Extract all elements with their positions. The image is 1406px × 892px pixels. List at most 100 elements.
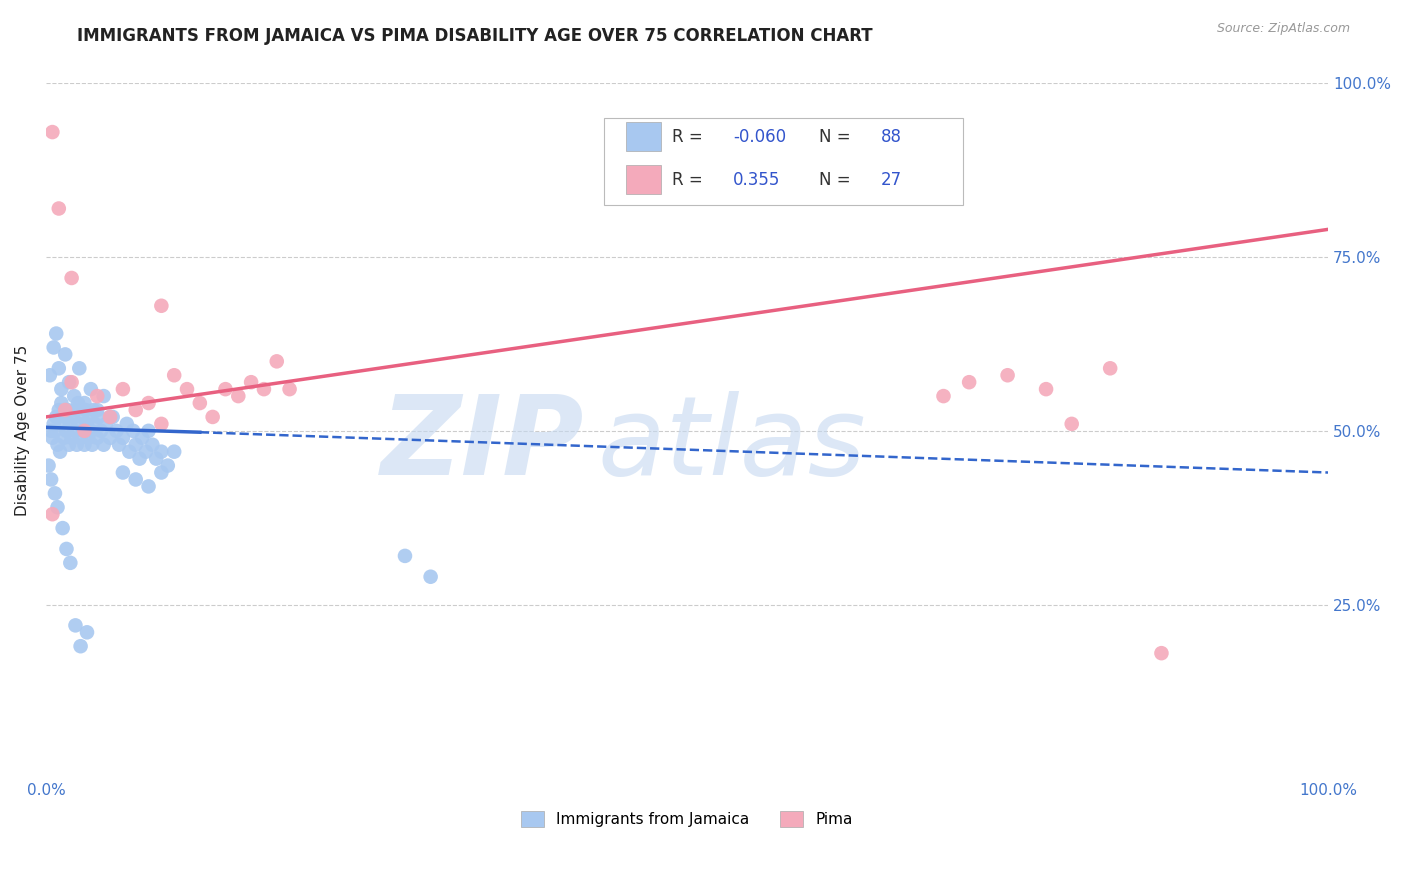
Point [48, 361, 70, 376]
Y-axis label: Disability Age Over 75: Disability Age Over 75 [15, 345, 30, 516]
Point [66, 396, 89, 410]
Point [141, 438, 163, 452]
FancyBboxPatch shape [603, 118, 963, 205]
Point [138, 396, 160, 410]
Point [111, 431, 134, 445]
Point [163, 368, 186, 383]
Point [125, 438, 148, 452]
Point [51, 396, 73, 410]
Point [86, 389, 108, 403]
Point [1099, 361, 1122, 376]
Point [87, 409, 110, 424]
Text: ZIP: ZIP [381, 392, 585, 499]
Point [82, 438, 104, 452]
Point [253, 382, 276, 396]
Point [79, 409, 101, 424]
Point [226, 389, 249, 403]
Point [76, 625, 98, 640]
Point [45, 326, 67, 341]
Point [60, 431, 83, 445]
Point [111, 466, 134, 480]
Point [108, 438, 131, 452]
Point [115, 417, 138, 431]
Text: 88: 88 [880, 128, 901, 145]
Point [60, 375, 83, 389]
Point [67, 361, 90, 376]
Point [59, 417, 82, 431]
Point [278, 382, 301, 396]
Point [39, 424, 62, 438]
Point [1060, 417, 1083, 431]
Text: R =: R = [672, 128, 707, 145]
Point [125, 473, 148, 487]
Point [150, 299, 173, 313]
Point [75, 403, 97, 417]
Point [45, 409, 67, 424]
Point [125, 403, 148, 417]
Point [49, 444, 72, 458]
Point [48, 403, 70, 417]
Point [44, 424, 66, 438]
Point [53, 409, 76, 424]
Point [82, 403, 104, 417]
Point [73, 438, 96, 452]
Point [80, 382, 103, 396]
Point [105, 424, 128, 438]
Point [73, 396, 96, 410]
Point [240, 375, 263, 389]
Text: atlas: atlas [598, 392, 866, 499]
Point [98, 431, 121, 445]
Legend: Immigrants from Jamaica, Pima: Immigrants from Jamaica, Pima [515, 805, 859, 833]
Text: IMMIGRANTS FROM JAMAICA VS PIMA DISABILITY AGE OVER 75 CORRELATION CHART: IMMIGRANTS FROM JAMAICA VS PIMA DISABILI… [77, 27, 873, 45]
FancyBboxPatch shape [626, 165, 661, 194]
Point [957, 375, 980, 389]
Point [41, 125, 63, 139]
Text: N =: N = [820, 170, 856, 188]
Text: 27: 27 [880, 170, 901, 188]
Point [67, 417, 90, 431]
Point [111, 382, 134, 396]
Point [72, 424, 94, 438]
Point [52, 417, 75, 431]
Point [41, 431, 63, 445]
Point [188, 396, 211, 410]
Point [76, 417, 98, 431]
Point [145, 451, 167, 466]
Point [46, 438, 69, 452]
Point [80, 424, 103, 438]
Point [65, 618, 87, 632]
FancyBboxPatch shape [626, 122, 661, 152]
Point [96, 417, 118, 431]
Point [42, 341, 65, 355]
Point [56, 403, 79, 417]
Point [1150, 646, 1173, 660]
Point [70, 409, 93, 424]
Point [39, 473, 62, 487]
Point [83, 417, 105, 431]
Point [135, 444, 157, 458]
Point [52, 431, 75, 445]
Point [58, 375, 80, 389]
Point [163, 444, 186, 458]
Point [65, 403, 87, 417]
Point [69, 431, 91, 445]
Text: 0.355: 0.355 [733, 170, 780, 188]
Point [419, 570, 441, 584]
Point [48, 202, 70, 216]
Point [138, 424, 160, 438]
Point [62, 409, 84, 424]
Point [156, 458, 179, 473]
Point [86, 431, 108, 445]
Point [55, 541, 77, 556]
Point [138, 479, 160, 493]
Point [118, 444, 141, 458]
Point [1035, 382, 1057, 396]
Point [214, 382, 236, 396]
Text: Source: ZipAtlas.com: Source: ZipAtlas.com [1216, 22, 1350, 36]
Point [44, 486, 66, 500]
Point [128, 451, 150, 466]
Point [176, 382, 198, 396]
Text: -0.060: -0.060 [733, 128, 786, 145]
Point [98, 409, 121, 424]
Point [93, 389, 115, 403]
